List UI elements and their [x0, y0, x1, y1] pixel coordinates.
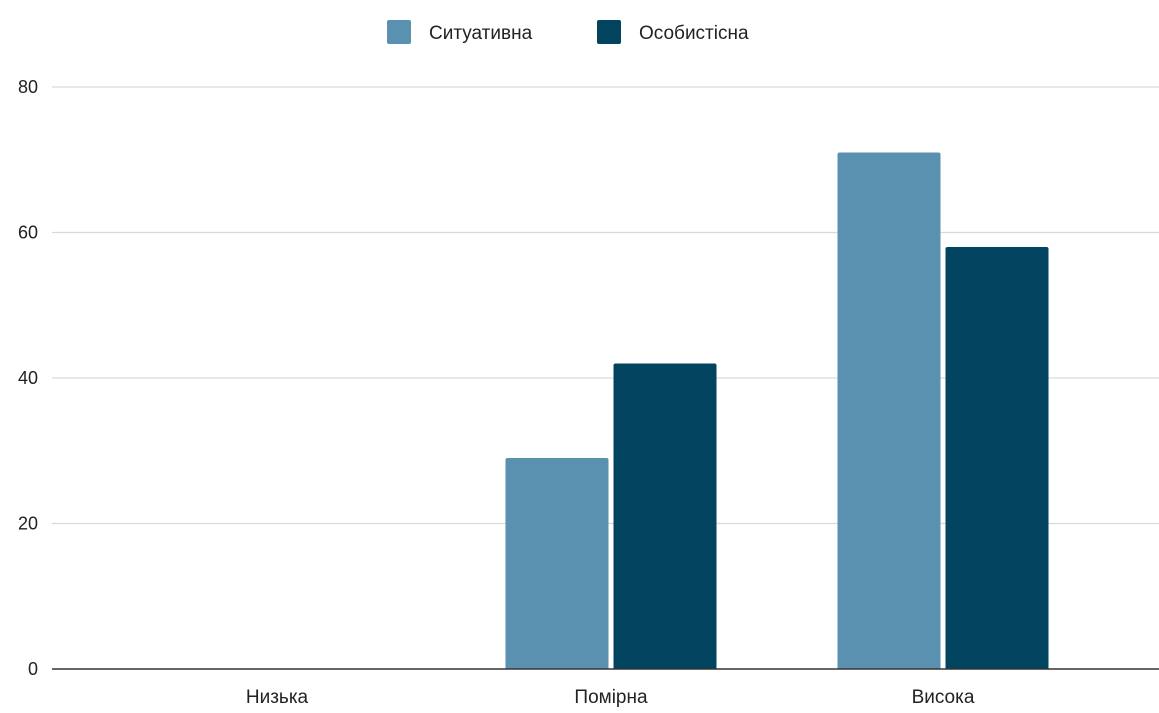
bar-personal-1: [613, 363, 717, 669]
legend: Ситуативна Особистісна: [387, 20, 749, 44]
bars: [505, 152, 1049, 670]
x-axis-ticks: Низька Помірна Висока: [246, 687, 975, 708]
y-tick-label: 40: [18, 368, 38, 388]
x-tick-label: Низька: [246, 687, 309, 708]
bar-situational-2: [837, 152, 941, 670]
legend-label-personal: Особистісна: [639, 23, 749, 44]
y-tick-label: 20: [18, 514, 38, 534]
legend-swatch-situational: [387, 20, 411, 44]
y-axis-ticks: 0 20 40 60 80: [18, 77, 38, 679]
x-tick-label: Помірна: [574, 687, 648, 708]
y-tick-label: 60: [18, 223, 38, 243]
x-tick-label: Висока: [912, 687, 975, 708]
y-tick-label: 0: [28, 659, 38, 679]
legend-swatch-personal: [597, 20, 621, 44]
legend-label-situational: Ситуативна: [429, 23, 533, 44]
bar-situational-1: [505, 458, 609, 669]
y-tick-label: 80: [18, 77, 38, 97]
bar-personal-2: [945, 247, 1049, 670]
